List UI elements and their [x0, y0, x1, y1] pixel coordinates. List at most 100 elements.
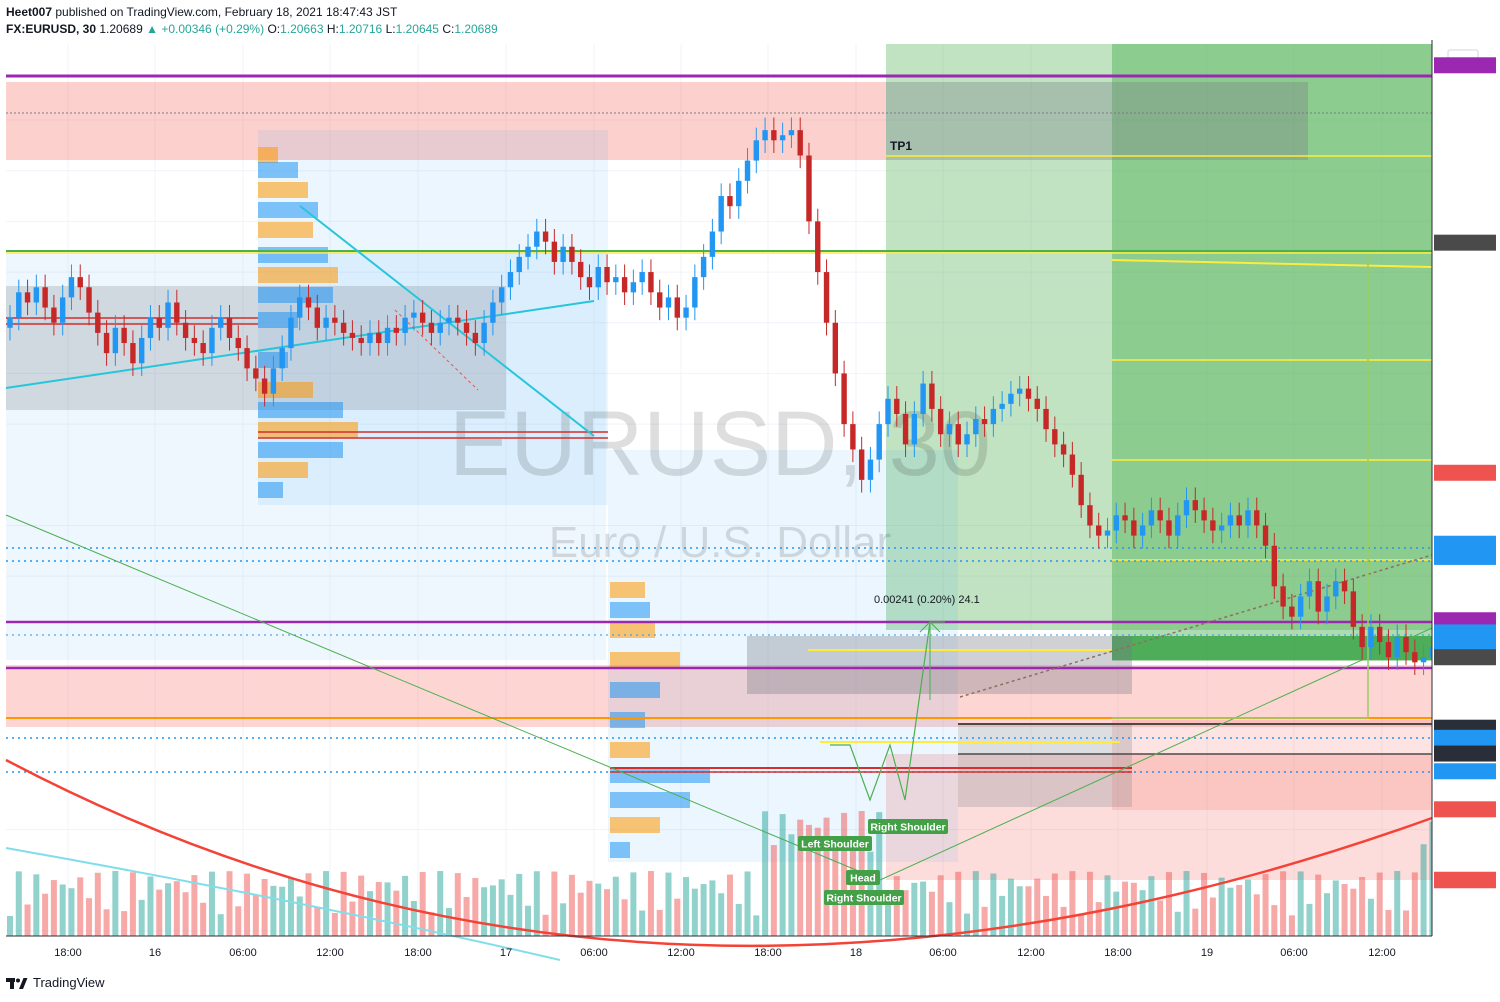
volume-bar — [1236, 884, 1243, 936]
candle-body — [121, 327, 127, 344]
volume-bar — [314, 907, 321, 936]
profile-bar — [258, 312, 298, 328]
watermark-symbol: EURUSD, 30 — [449, 393, 991, 495]
volume-bar — [287, 878, 294, 936]
volume-bar — [911, 882, 918, 936]
volume-bar — [472, 877, 479, 936]
candle-body — [253, 368, 259, 379]
volume-bar — [454, 873, 461, 936]
profile-bar — [258, 147, 278, 163]
volume-bar — [366, 891, 373, 936]
candle-body — [604, 267, 610, 283]
volume-bar — [402, 875, 409, 936]
candle-body — [1043, 408, 1049, 430]
candle-body — [279, 348, 285, 369]
candle-body — [42, 287, 48, 308]
candle-body — [1341, 581, 1348, 592]
volume-bar — [1376, 872, 1383, 936]
volume-bar — [340, 871, 347, 936]
candle-body — [525, 246, 531, 257]
profile-bar — [610, 622, 655, 638]
price-label-bg — [1434, 464, 1496, 481]
volume-bar — [1043, 895, 1050, 936]
volume-bar — [788, 834, 795, 936]
volume-bar — [33, 874, 40, 936]
profile-bar — [258, 247, 328, 263]
candle-body — [1333, 581, 1339, 597]
price-label-bg — [1434, 649, 1496, 666]
candle-body — [437, 322, 443, 333]
high-value: 1.20716 — [338, 22, 383, 36]
candle-body — [1385, 642, 1392, 658]
candle-body — [1350, 591, 1357, 627]
volume-bar — [481, 887, 488, 936]
profile-bar — [610, 652, 680, 668]
candle-body — [657, 292, 663, 308]
candle-body — [402, 317, 408, 333]
candle-body — [498, 287, 505, 303]
volume-bar — [279, 886, 286, 936]
stop-zone-2 — [1112, 720, 1432, 810]
published-text: published on TradingView.com, February 1… — [55, 5, 398, 19]
candle-body — [174, 302, 180, 323]
volume-bar — [446, 908, 452, 936]
volume-bar — [1262, 874, 1269, 936]
target-zone — [886, 44, 1432, 630]
publisher-name[interactable]: Heet007 — [6, 5, 53, 19]
volume-bar — [533, 871, 540, 936]
candle-body — [384, 327, 391, 344]
profile-bar — [258, 162, 298, 178]
x-tick-label: 12:00 — [1368, 947, 1396, 959]
watermark-description: Euro / U.S. Dollar — [549, 518, 891, 567]
tp1-label: TP1 — [890, 139, 912, 153]
candle-body — [981, 419, 988, 425]
volume-bar — [1104, 875, 1111, 936]
tradingview-footer[interactable]: TradingView — [6, 975, 105, 990]
candle-body — [1175, 515, 1181, 536]
candle-body — [1122, 515, 1128, 521]
x-tick-label: 19 — [1201, 947, 1213, 959]
volume-bar — [1385, 909, 1392, 936]
volume-bar — [1209, 897, 1216, 936]
volume-bar — [762, 811, 769, 936]
candle-body — [1017, 388, 1023, 394]
profile-bar — [258, 287, 333, 303]
candle-body — [455, 317, 461, 323]
candle-body — [95, 312, 101, 333]
candle-body — [297, 297, 303, 318]
volume-bar — [700, 884, 707, 936]
volume-bar — [1165, 872, 1172, 936]
candle-body — [1236, 515, 1242, 526]
volume-bar — [902, 890, 909, 936]
volume-bar — [577, 892, 584, 936]
candle-body — [7, 317, 13, 328]
grid-lines — [6, 44, 1432, 936]
candle-body — [937, 408, 944, 435]
x-tick-label: 18:00 — [54, 947, 82, 959]
candle-body — [551, 241, 558, 262]
price-label-bg — [1434, 535, 1496, 552]
volume-bar — [841, 812, 848, 936]
symbol-label[interactable]: FX:EURUSD, 30 — [6, 22, 97, 36]
tradingview-logo-icon — [6, 977, 28, 989]
x-tick-label: 12:00 — [1017, 947, 1045, 959]
volume-bar — [428, 912, 435, 936]
volume-bar — [639, 910, 646, 936]
candle-body — [147, 317, 154, 338]
candle-body — [1218, 525, 1225, 531]
candle-body — [832, 322, 839, 374]
right-shoulder-label-1-bg — [868, 819, 948, 834]
candle-body — [1394, 636, 1400, 658]
candle-body — [1034, 398, 1040, 409]
volume-bar — [147, 876, 154, 936]
volume-bar — [1201, 872, 1208, 936]
volume-bar — [1306, 903, 1313, 936]
candle-body — [542, 231, 549, 242]
price-label-bg — [1434, 624, 1496, 641]
volume-bar — [498, 879, 505, 936]
candle-body — [1324, 596, 1330, 612]
close-value: 1.20689 — [454, 22, 498, 36]
candle-body — [639, 272, 645, 283]
candle-body — [1192, 500, 1198, 511]
